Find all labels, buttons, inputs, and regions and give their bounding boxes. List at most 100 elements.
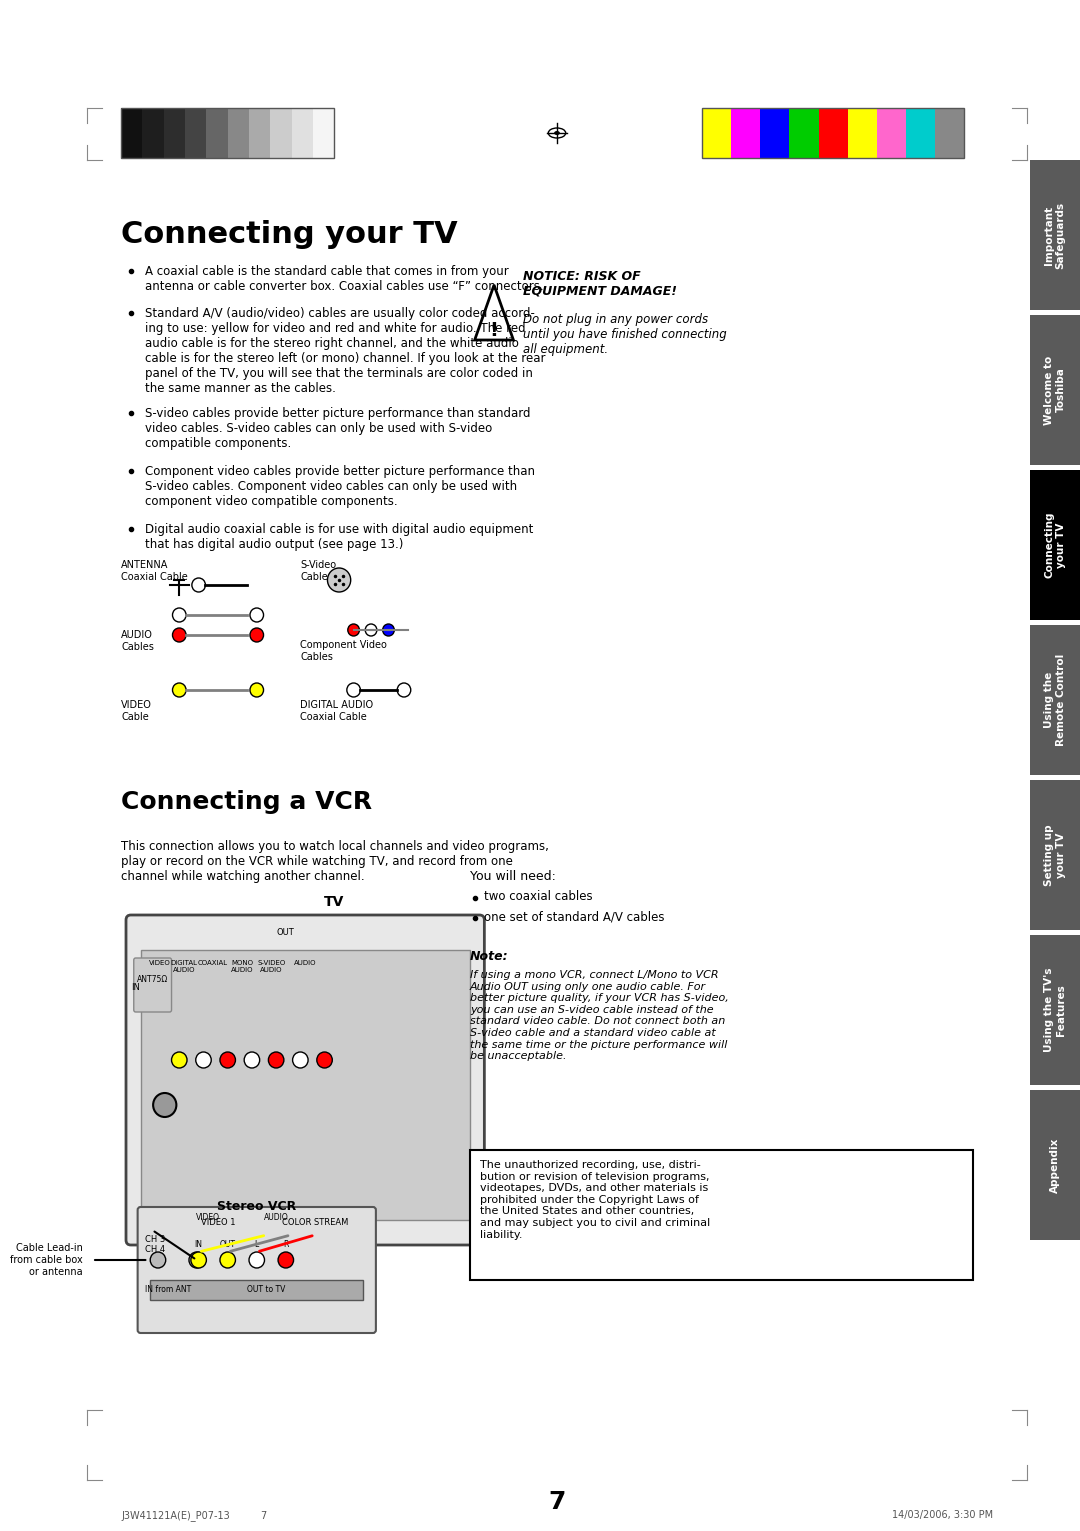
- Circle shape: [316, 1052, 333, 1069]
- Text: 7: 7: [549, 1490, 566, 1514]
- Text: ANT75Ω: ANT75Ω: [136, 975, 167, 984]
- Circle shape: [249, 608, 264, 622]
- Text: DIGITAL AUDIO
Coaxial Cable: DIGITAL AUDIO Coaxial Cable: [300, 700, 374, 721]
- Text: Stereo VCR: Stereo VCR: [217, 1200, 296, 1213]
- Text: Do not plug in any power cords
until you have finished connecting
all equipment.: Do not plug in any power cords until you…: [523, 312, 727, 357]
- Bar: [1029, 779, 1080, 929]
- Text: IN: IN: [194, 1240, 203, 1249]
- Text: two coaxial cables: two coaxial cables: [484, 890, 593, 903]
- Text: Component Video
Cables: Component Video Cables: [300, 640, 388, 661]
- Bar: [1029, 161, 1080, 309]
- Bar: [143, 109, 164, 158]
- Circle shape: [220, 1052, 235, 1069]
- Circle shape: [249, 628, 264, 641]
- Text: S-VIDEO
AUDIO: S-VIDEO AUDIO: [257, 960, 285, 974]
- Circle shape: [244, 1052, 259, 1069]
- Circle shape: [150, 1252, 165, 1268]
- Circle shape: [173, 683, 186, 697]
- Text: COLOR STREAM: COLOR STREAM: [282, 1219, 348, 1226]
- Text: VIDEO 1: VIDEO 1: [201, 1219, 235, 1226]
- Bar: [228, 109, 249, 158]
- Text: Appendix: Appendix: [1050, 1138, 1059, 1193]
- Circle shape: [269, 1052, 284, 1069]
- Circle shape: [348, 625, 360, 635]
- Circle shape: [382, 625, 394, 635]
- Text: Connecting your TV: Connecting your TV: [121, 220, 458, 250]
- Text: Component video cables provide better picture performance than
S-video cables. C: Component video cables provide better pi…: [146, 465, 536, 508]
- Bar: [206, 109, 228, 158]
- Text: !: !: [489, 320, 499, 340]
- Text: Setting up
your TV: Setting up your TV: [1044, 824, 1066, 886]
- Bar: [150, 1280, 363, 1300]
- Bar: [121, 109, 143, 158]
- Bar: [1029, 625, 1080, 775]
- Circle shape: [327, 568, 351, 592]
- FancyBboxPatch shape: [134, 958, 172, 1012]
- Text: You will need:: You will need:: [470, 870, 556, 883]
- Text: Digital audio coaxial cable is for use with digital audio equipment
that has dig: Digital audio coaxial cable is for use w…: [146, 524, 534, 551]
- Text: Using the
Remote Control: Using the Remote Control: [1044, 654, 1066, 746]
- Bar: [1029, 315, 1080, 465]
- Text: S-Video
Cable: S-Video Cable: [300, 560, 337, 582]
- Text: AUDIO: AUDIO: [264, 1213, 288, 1222]
- Text: The unauthorized recording, use, distri-
bution or revision of television progra: The unauthorized recording, use, distri-…: [480, 1160, 710, 1240]
- Text: one set of standard A/V cables: one set of standard A/V cables: [484, 909, 665, 923]
- Text: DIGITAL
AUDIO: DIGITAL AUDIO: [171, 960, 198, 974]
- Bar: [1029, 1090, 1080, 1240]
- Circle shape: [278, 1252, 294, 1268]
- Circle shape: [153, 1093, 176, 1118]
- Bar: [185, 109, 206, 158]
- Bar: [702, 109, 731, 158]
- Text: Connecting a VCR: Connecting a VCR: [121, 790, 373, 814]
- Text: Welcome to
Toshiba: Welcome to Toshiba: [1044, 355, 1066, 424]
- Text: Connecting
your TV: Connecting your TV: [1044, 511, 1066, 579]
- Bar: [934, 109, 963, 158]
- Circle shape: [172, 1052, 187, 1069]
- Text: A coaxial cable is the standard cable that comes in from your
antenna or cable c: A coaxial cable is the standard cable th…: [146, 265, 544, 292]
- FancyBboxPatch shape: [126, 916, 484, 1245]
- Circle shape: [249, 1252, 265, 1268]
- Text: AUDIO
Cables: AUDIO Cables: [121, 629, 154, 652]
- Text: If using a mono VCR, connect L/Mono to VCR
Audio OUT using only one audio cable.: If using a mono VCR, connect L/Mono to V…: [470, 971, 729, 1061]
- Circle shape: [173, 608, 186, 622]
- Circle shape: [191, 1252, 206, 1268]
- Bar: [877, 109, 906, 158]
- FancyBboxPatch shape: [137, 1206, 376, 1334]
- Text: Cable Lead-in
from cable box
or antenna: Cable Lead-in from cable box or antenna: [10, 1243, 82, 1277]
- Text: IN from ANT: IN from ANT: [146, 1285, 191, 1294]
- Text: VIDEO
Cable: VIDEO Cable: [121, 700, 152, 721]
- Circle shape: [397, 683, 410, 697]
- Text: AUDIO: AUDIO: [294, 960, 316, 966]
- Text: CH 3
CH 4: CH 3 CH 4: [146, 1236, 165, 1254]
- Polygon shape: [475, 285, 513, 340]
- Text: Important
Safeguards: Important Safeguards: [1044, 202, 1066, 268]
- Bar: [292, 109, 313, 158]
- Bar: [1029, 470, 1080, 620]
- Text: L: L: [255, 1240, 259, 1249]
- Circle shape: [189, 1252, 204, 1268]
- Bar: [702, 109, 963, 158]
- Bar: [1029, 935, 1080, 1085]
- Text: TV: TV: [324, 896, 345, 909]
- Text: J3W41121A(E)_P07-13          7: J3W41121A(E)_P07-13 7: [121, 1510, 268, 1520]
- Bar: [906, 109, 934, 158]
- Text: S-video cables provide better picture performance than standard
video cables. S-: S-video cables provide better picture pe…: [146, 407, 531, 450]
- Bar: [270, 109, 292, 158]
- Text: ANTENNA
Coaxial Cable: ANTENNA Coaxial Cable: [121, 560, 188, 582]
- Bar: [249, 109, 270, 158]
- Text: 14/03/2006, 3:30 PM: 14/03/2006, 3:30 PM: [892, 1510, 993, 1520]
- Circle shape: [220, 1252, 235, 1268]
- Circle shape: [249, 683, 264, 697]
- Text: This connection allows you to watch local channels and video programs,
play or r: This connection allows you to watch loca…: [121, 841, 549, 883]
- Circle shape: [293, 1052, 308, 1069]
- Ellipse shape: [549, 129, 566, 138]
- Bar: [760, 109, 789, 158]
- Bar: [164, 109, 185, 158]
- Circle shape: [192, 579, 205, 592]
- Circle shape: [365, 625, 377, 635]
- Bar: [819, 109, 848, 158]
- Text: IN: IN: [131, 983, 139, 992]
- Bar: [121, 109, 334, 158]
- Circle shape: [173, 628, 186, 641]
- Text: VIDEO: VIDEO: [197, 1213, 220, 1222]
